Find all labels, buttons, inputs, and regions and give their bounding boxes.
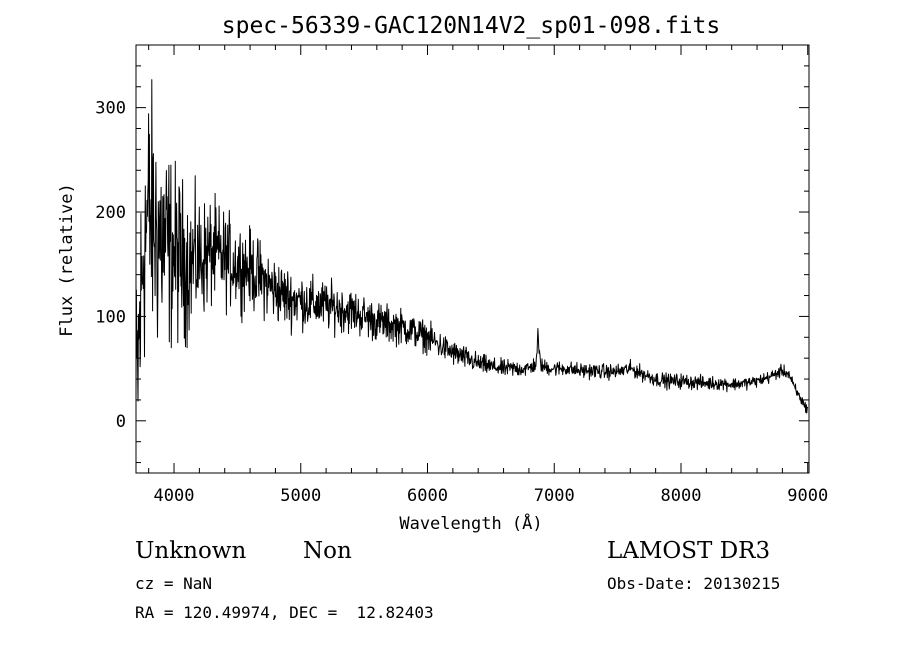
survey-name: LAMOST DR3 <box>607 538 771 564</box>
x-tick-label: 6000 <box>407 486 448 506</box>
axis-ticks <box>136 44 809 473</box>
spectrum-line <box>136 79 809 414</box>
y-tick-label: 300 <box>95 99 126 119</box>
y-tick-label: 0 <box>116 412 126 432</box>
plot-frame <box>135 44 810 474</box>
x-tick-label: 7000 <box>534 486 575 506</box>
y-tick-labels: 0 100 200 300 <box>95 99 126 432</box>
spectral-subclass: Non <box>303 538 352 564</box>
ra-dec-coordinates: RA = 120.49974, DEC = 12.82403 <box>135 603 434 622</box>
observation-date: Obs-Date: 20130215 <box>607 574 781 593</box>
y-axis-label: Flux (relative) <box>57 183 77 337</box>
x-tick-label: 9000 <box>787 486 828 506</box>
x-tick-label: 8000 <box>661 486 702 506</box>
redshift-cz: cz = NaN <box>135 574 213 593</box>
y-tick-label: 100 <box>95 307 126 327</box>
chart-title: spec-56339-GAC120N14V2_sp01-098.fits <box>222 13 721 39</box>
x-tick-label: 5000 <box>280 486 321 506</box>
x-tick-labels: 4000 5000 6000 7000 8000 9000 <box>154 486 829 506</box>
y-tick-label: 200 <box>95 203 126 223</box>
x-axis-label: Wavelength (Å) <box>399 512 542 534</box>
spectral-class: Unknown <box>135 538 247 564</box>
x-tick-label: 4000 <box>154 486 195 506</box>
